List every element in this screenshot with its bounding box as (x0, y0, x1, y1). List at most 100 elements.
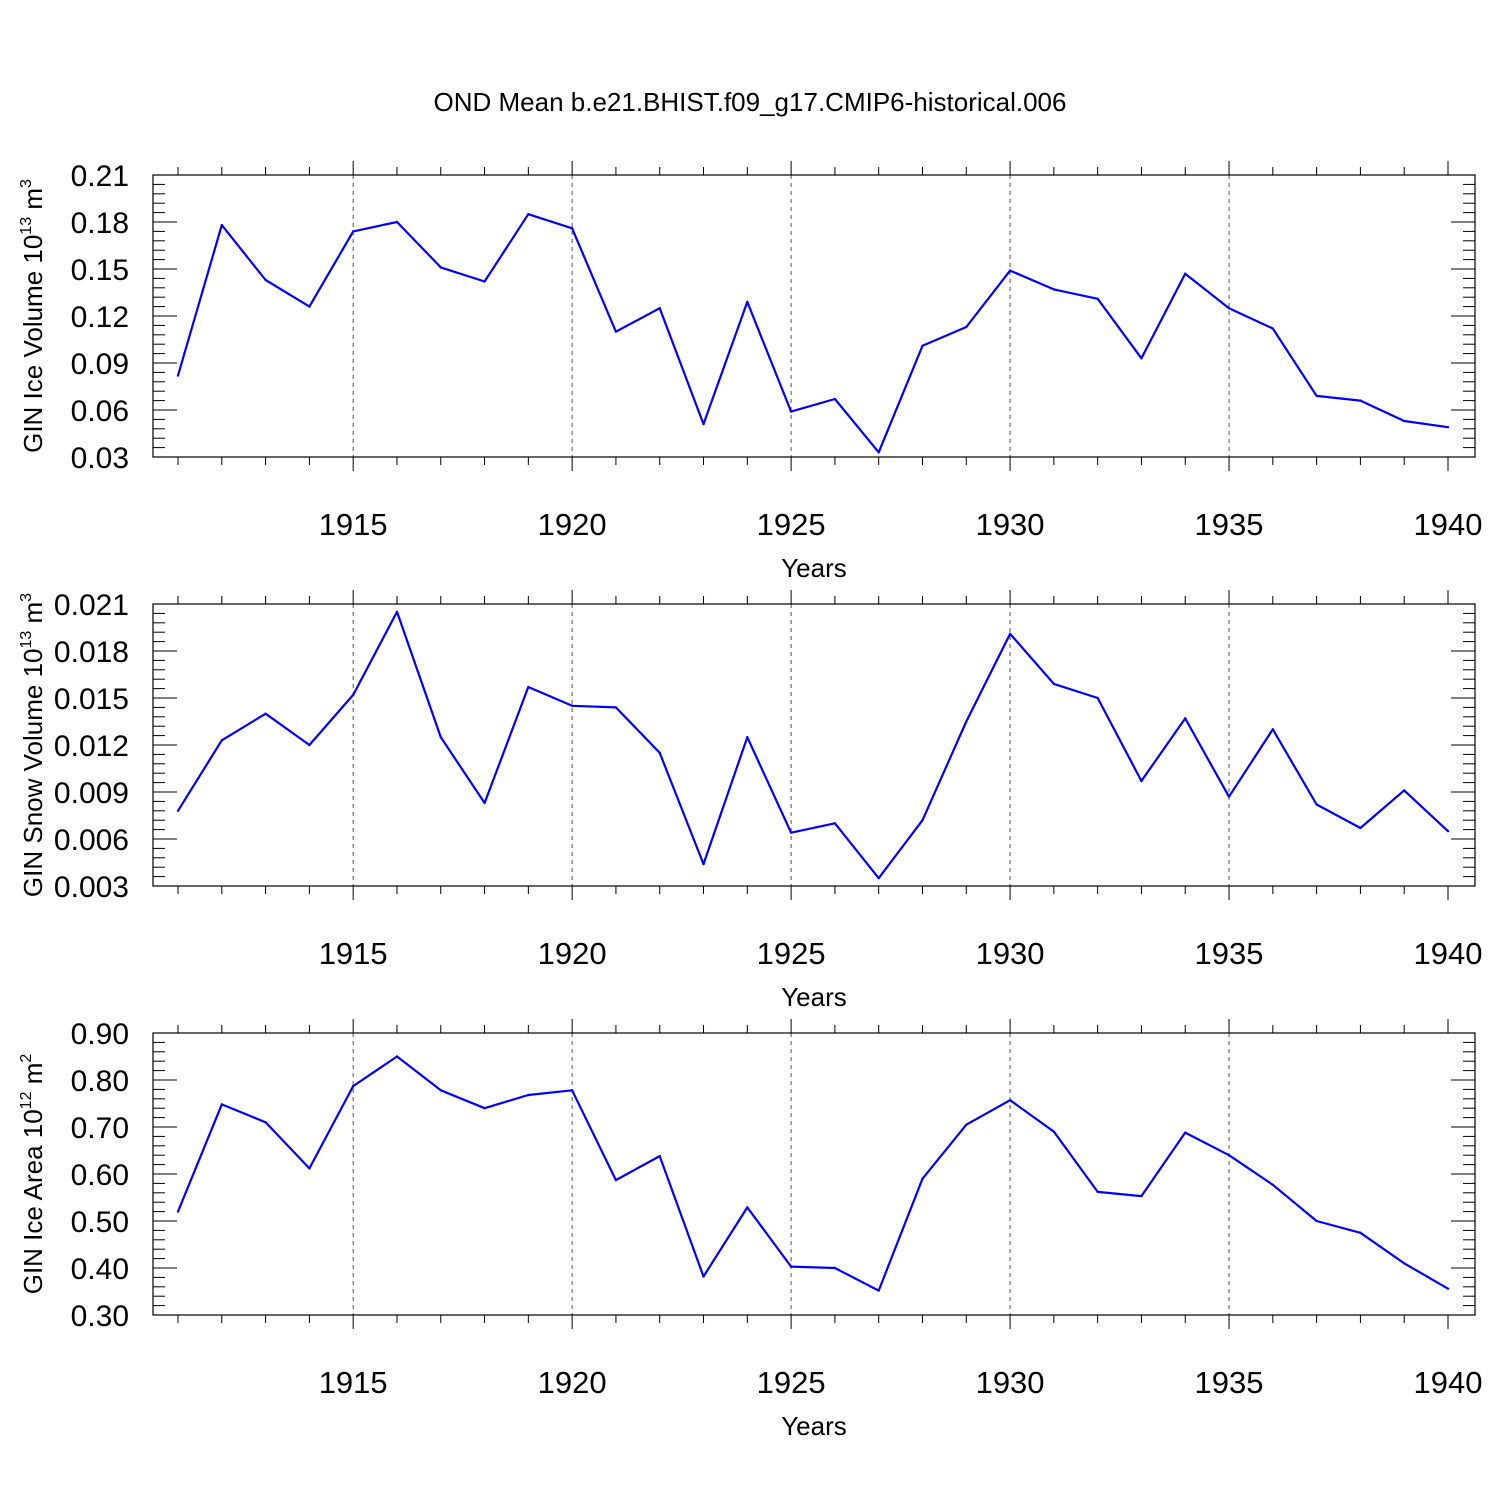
data-point-1937 (1315, 394, 1318, 398)
data-point-1930 (1008, 269, 1012, 272)
data-point-1931 (1052, 682, 1056, 686)
x-axis-title: Years (781, 982, 847, 1012)
data-point-1933 (1140, 1194, 1143, 1198)
data-point-1913 (264, 712, 267, 715)
data-point-1935 (1227, 795, 1231, 798)
data-point-1931 (1052, 288, 1056, 291)
data-point-1936 (1271, 1183, 1275, 1187)
panel-1: 0.03 0.06 0.09 0.12 0.15 0.18 0.21 1915 1920 1925… (18, 160, 1482, 583)
data-point-1926 (833, 1266, 837, 1270)
xtick-label-1925: 1925 (757, 1365, 826, 1400)
panel-2: 0.003 0.006 0.009 0.012 0.015 0.018 0.021 1915 1… (18, 589, 1482, 1012)
plot-frame (152, 1032, 1476, 1316)
ytick-label: 0.003 (54, 871, 129, 904)
ytick-label: 0.012 (54, 730, 129, 763)
series-line (176, 213, 1449, 454)
y-axis-title: GIN Snow Volume 1013 m3 (18, 593, 48, 897)
data-point-1916 (395, 220, 399, 224)
data-point-1915 (351, 1084, 355, 1088)
xtick-label-1920: 1920 (538, 936, 607, 971)
xtick-label-1925: 1925 (757, 936, 826, 971)
data-point-1938 (1359, 826, 1362, 830)
ytick-label: 0.40 (71, 1253, 129, 1286)
xtick-label-1940: 1940 (1414, 936, 1483, 971)
data-point-1932 (1096, 297, 1099, 300)
data-point-1929 (965, 1123, 968, 1126)
data-point-1932 (1096, 696, 1099, 700)
data-point-1921 (614, 1178, 618, 1182)
data-point-1915 (351, 230, 355, 233)
data-point-1913 (264, 278, 267, 282)
data-point-1934 (1184, 717, 1187, 720)
data-point-1932 (1096, 1190, 1099, 1194)
xtick-label-1940: 1940 (1414, 1365, 1483, 1400)
plot-frame (152, 603, 1476, 887)
data-point-1933 (1140, 357, 1143, 360)
data-point-1926 (833, 822, 837, 825)
data-point-1920 (570, 704, 574, 708)
data-point-1912 (220, 1103, 223, 1106)
data-point-1940 (1446, 829, 1450, 833)
data-point-1939 (1403, 1262, 1406, 1265)
data-point-1914 (308, 1167, 311, 1170)
data-point-1940 (1446, 1287, 1450, 1290)
data-point-1913 (264, 1121, 267, 1124)
xtick-label-1920: 1920 (538, 507, 607, 542)
ytick-label: 0.06 (71, 395, 129, 428)
ytick-label: 0.70 (71, 1112, 129, 1145)
x-axis-title: Years (781, 553, 847, 583)
data-point-1937 (1315, 803, 1318, 806)
xtick-label-1935: 1935 (1195, 936, 1264, 971)
ytick-label: 0.09 (71, 348, 129, 381)
data-point-1930 (1008, 632, 1012, 635)
xtick-label-1920: 1920 (538, 1365, 607, 1400)
panels: 0.03 0.06 0.09 0.12 0.15 0.18 0.21 1915 1920 1925… (18, 160, 1482, 1441)
data-point-1917 (439, 735, 442, 739)
data-point-1929 (965, 325, 968, 329)
data-point-1925 (789, 410, 793, 413)
data-point-1924 (746, 1206, 749, 1209)
data-point-1927 (877, 1289, 880, 1292)
ytick-label: 0.21 (71, 160, 129, 193)
xtick-label-1915: 1915 (319, 1365, 388, 1400)
data-point-1928 (921, 819, 924, 822)
data-point-1927 (877, 451, 880, 454)
data-point-1927 (877, 876, 880, 880)
data-point-1923 (702, 862, 705, 866)
data-point-1925 (789, 831, 793, 834)
data-point-1925 (789, 1265, 793, 1268)
data-point-1917 (439, 266, 442, 269)
plot-frame (152, 174, 1476, 458)
data-point-1928 (921, 1177, 924, 1180)
data-point-1934 (1184, 272, 1187, 275)
data-point-1911 (176, 374, 180, 377)
data-point-1940 (1446, 426, 1450, 429)
data-point-1921 (614, 330, 618, 333)
ytick-label: 0.03 (71, 442, 129, 475)
data-point-1931 (1052, 1130, 1056, 1133)
y-axis-title: GIN Ice Area 1012 m2 (18, 1054, 48, 1295)
data-point-1920 (570, 1089, 574, 1092)
ytick-label: 0.50 (71, 1206, 129, 1239)
data-point-1918 (483, 801, 486, 805)
figure-title: OND Mean b.e21.BHIST.f09_g17.CMIP6-histo… (434, 87, 1067, 117)
data-point-1924 (746, 300, 749, 304)
ytick-label: 0.30 (71, 1300, 129, 1333)
xtick-label-1930: 1930 (976, 1365, 1045, 1400)
data-point-1936 (1271, 728, 1275, 731)
series-line (177, 610, 1449, 880)
series-line (176, 1055, 1449, 1292)
data-point-1924 (746, 735, 749, 739)
data-point-1912 (220, 223, 223, 227)
data-point-1922 (658, 1154, 661, 1158)
data-point-1919 (527, 212, 530, 216)
data-point-1916 (395, 610, 399, 614)
xtick-label-1925: 1925 (757, 507, 826, 542)
x-axis-title: Years (781, 1411, 847, 1441)
data-point-1912 (220, 739, 223, 742)
ytick-label: 0.006 (54, 824, 129, 857)
data-point-1939 (1403, 789, 1406, 792)
data-point-1938 (1359, 399, 1362, 402)
data-point-1915 (351, 693, 355, 697)
